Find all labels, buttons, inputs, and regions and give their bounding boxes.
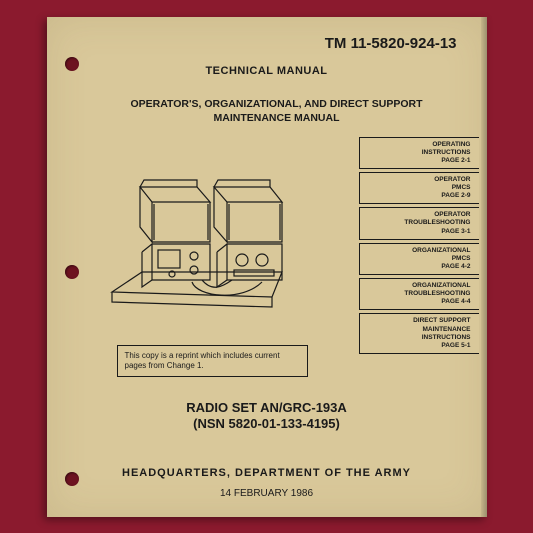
tab-organizational-troubleshooting: ORGANIZATIONAL TROUBLESHOOTING PAGE 4-4 xyxy=(359,278,479,310)
tab-line: TROUBLESHOOTING xyxy=(366,290,471,298)
tab-page: PAGE 3-1 xyxy=(366,228,471,236)
tab-line: DIRECT SUPPORT xyxy=(366,317,471,325)
radio-set-line: RADIO SET AN/GRC-193A xyxy=(47,400,487,417)
manual-cover-page: TM 11-5820-924-13 TECHNICAL MANUAL OPERA… xyxy=(47,17,487,517)
tab-line: OPERATOR xyxy=(366,211,471,219)
tab-line: TROUBLESHOOTING xyxy=(366,219,471,227)
tab-operator-troubleshooting: OPERATOR TROUBLESHOOTING PAGE 3-1 xyxy=(359,207,479,239)
title-line: OPERATOR'S, ORGANIZATIONAL, AND DIRECT S… xyxy=(97,97,457,111)
title-line: MAINTENANCE MANUAL xyxy=(97,111,457,125)
punch-hole xyxy=(65,265,79,279)
tab-line: PMCS xyxy=(366,184,471,192)
technical-manual-label: TECHNICAL MANUAL xyxy=(47,65,487,77)
tab-operating-instructions: OPERATING INSTRUCTIONS PAGE 2-1 xyxy=(359,137,479,169)
section-tabs: OPERATING INSTRUCTIONS PAGE 2-1 OPERATOR… xyxy=(359,137,479,357)
tab-page: PAGE 4-2 xyxy=(366,263,471,271)
publication-date: 14 FEBRUARY 1986 xyxy=(47,488,487,499)
tab-line: OPERATOR xyxy=(366,176,471,184)
tab-line: ORGANIZATIONAL xyxy=(366,282,471,290)
radio-set-line: (NSN 5820-01-133-4195) xyxy=(47,416,487,433)
tab-page: PAGE 2-1 xyxy=(366,157,471,165)
headquarters-line: HEADQUARTERS, DEPARTMENT OF THE ARMY xyxy=(47,467,487,479)
tab-page: PAGE 4-4 xyxy=(366,298,471,306)
tab-page: PAGE 5-1 xyxy=(366,342,471,350)
tab-page: PAGE 2-9 xyxy=(366,192,471,200)
tab-line: MAINTENANCE xyxy=(366,326,471,334)
tab-line: INSTRUCTIONS xyxy=(366,149,471,157)
reprint-notice-box: This copy is a reprint which includes cu… xyxy=(117,345,308,378)
tab-organizational-pmcs: ORGANIZATIONAL PMCS PAGE 4-2 xyxy=(359,243,479,275)
page-edge-shadow xyxy=(481,17,487,517)
tab-direct-support-maintenance: DIRECT SUPPORT MAINTENANCE INSTRUCTIONS … xyxy=(359,313,479,354)
tab-line: OPERATING xyxy=(366,141,471,149)
radio-set-title: RADIO SET AN/GRC-193A (NSN 5820-01-133-4… xyxy=(47,400,487,434)
tab-line: ORGANIZATIONAL xyxy=(366,247,471,255)
tab-line: INSTRUCTIONS xyxy=(366,334,471,342)
reprint-notice-text: This copy is a reprint which includes cu… xyxy=(125,351,280,370)
radio-set-illustration xyxy=(102,152,302,322)
tab-line: PMCS xyxy=(366,255,471,263)
title-block: OPERATOR'S, ORGANIZATIONAL, AND DIRECT S… xyxy=(97,97,457,125)
tm-number: TM 11-5820-924-13 xyxy=(325,35,457,52)
tab-operator-pmcs: OPERATOR PMCS PAGE 2-9 xyxy=(359,172,479,204)
